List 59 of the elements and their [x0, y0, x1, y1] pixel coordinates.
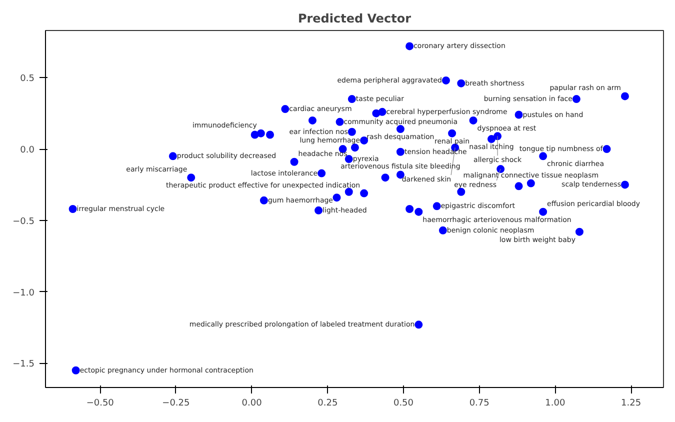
point: [348, 95, 356, 104]
point: [281, 105, 290, 114]
point: [360, 136, 368, 144]
point: [396, 125, 404, 134]
point: [432, 202, 441, 210]
point: [620, 92, 629, 100]
point: [290, 158, 298, 166]
point: [602, 145, 611, 154]
x-tick-label: 0.75: [469, 398, 490, 408]
x-tick-label: 0.00: [242, 398, 262, 408]
point: [406, 205, 414, 213]
point: [260, 196, 268, 204]
point: [539, 208, 548, 216]
point: [396, 148, 404, 156]
x-tick-label: 1.00: [545, 398, 566, 408]
point: [256, 129, 265, 138]
point: [332, 194, 341, 202]
point: [314, 206, 323, 214]
point: [381, 174, 390, 182]
point: [442, 76, 450, 84]
point: [68, 205, 77, 213]
point: [344, 188, 353, 196]
point: [168, 152, 177, 160]
x-tick-label: 0.50: [393, 398, 414, 408]
point: [469, 116, 478, 124]
point: [266, 130, 274, 139]
y-tick-label: −1.0: [12, 288, 35, 298]
point: [350, 144, 359, 152]
point: [360, 189, 368, 198]
point: [414, 208, 423, 216]
point: [72, 366, 80, 374]
y-tick-label: −0.5: [12, 216, 35, 227]
x-tick-label: 1.25: [621, 398, 642, 408]
point: [487, 135, 496, 144]
point: [575, 228, 584, 236]
x-tick-label: −0.50: [86, 398, 114, 408]
chart-title: Predicted Vector: [298, 12, 412, 26]
point: [526, 179, 535, 188]
point: [620, 180, 629, 189]
point: [318, 169, 326, 178]
y-tick-label: −1.5: [12, 360, 35, 370]
point: [448, 129, 456, 138]
point: [457, 79, 466, 88]
point: [438, 226, 447, 234]
point: [187, 174, 196, 182]
point: [572, 95, 580, 104]
point: [336, 118, 344, 126]
point: [514, 182, 523, 190]
point: [414, 320, 423, 329]
point: [539, 152, 548, 160]
y-tick-label: 0.0: [20, 146, 35, 156]
x-tick-label: 0.25: [318, 398, 338, 408]
point: [514, 110, 523, 119]
y-tick-label: 0.5: [20, 74, 35, 84]
point: [406, 42, 414, 50]
x-tick-label: −0.25: [162, 398, 190, 408]
point: [308, 116, 316, 124]
point: [372, 109, 380, 118]
point: [348, 128, 356, 136]
